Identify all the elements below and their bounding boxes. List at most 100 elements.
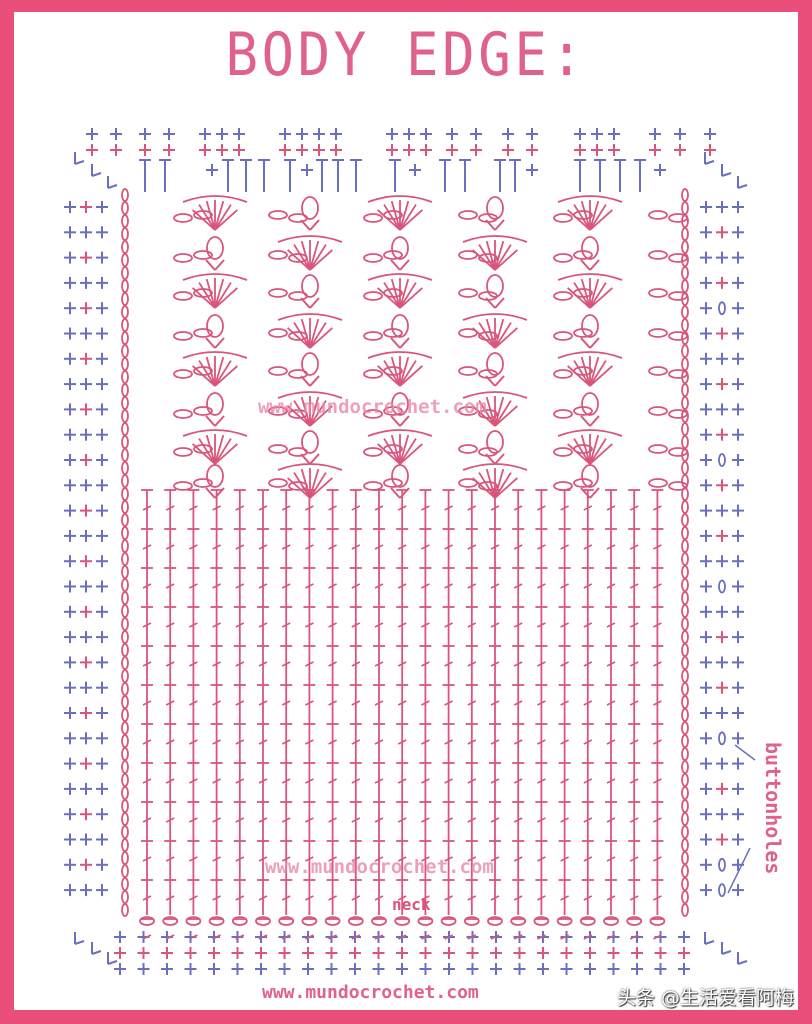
single-crochet-stitch xyxy=(301,164,313,176)
single-crochet-stitch xyxy=(96,555,108,568)
single-crochet-stitch xyxy=(199,128,211,140)
edge-chain xyxy=(121,539,129,553)
single-crochet-stitch xyxy=(678,963,690,975)
treble-stitch-bar xyxy=(374,700,384,706)
treble-stitch-bar xyxy=(629,817,639,823)
chain-stitch xyxy=(478,369,498,379)
single-crochet-stitch xyxy=(64,884,76,897)
chain-stitch xyxy=(363,291,383,301)
fan-stitch xyxy=(589,434,600,465)
single-crochet-stitch xyxy=(279,128,291,140)
treble-stitch-bar xyxy=(467,583,477,589)
fan-arc xyxy=(277,313,343,321)
fan-stitch xyxy=(580,200,591,231)
edge-chain xyxy=(121,474,129,488)
treble-stitch-bar xyxy=(444,895,453,901)
single-crochet-stitch xyxy=(396,963,408,975)
v-stitch xyxy=(589,487,600,499)
single-crochet-stitch xyxy=(700,529,712,542)
single-crochet-stitch xyxy=(446,128,458,140)
treble-stitch-bar xyxy=(513,934,523,940)
single-crochet-stitch xyxy=(96,454,108,466)
fan-stitch xyxy=(383,282,401,309)
edge-chain xyxy=(681,461,689,475)
picot-chain xyxy=(391,392,409,416)
single-crochet-stitch xyxy=(716,555,728,568)
single-crochet-stitch xyxy=(443,947,455,959)
fan-stitch xyxy=(293,244,311,271)
treble-stitch-bar xyxy=(583,817,593,823)
treble-stitch-bar xyxy=(142,544,152,550)
treble-stitch-bar xyxy=(328,700,337,706)
single-crochet-stitch xyxy=(96,656,108,669)
fan-stitch xyxy=(293,472,311,499)
single-crochet-stitch xyxy=(64,276,76,289)
edge-chain xyxy=(121,227,129,241)
treble-stitch-bar xyxy=(537,895,546,901)
foundation-chain xyxy=(533,916,550,926)
single-crochet-stitch xyxy=(716,428,728,441)
single-crochet-stitch xyxy=(64,504,76,517)
edge-chain xyxy=(681,188,689,202)
treble-stitch-bar xyxy=(513,856,523,862)
single-crochet-stitch xyxy=(96,327,108,340)
single-crochet-stitch xyxy=(716,226,728,239)
single-crochet-stitch xyxy=(674,128,686,140)
fan-stitch xyxy=(214,204,232,231)
treble-stitch-bar xyxy=(165,505,175,511)
v-stitch xyxy=(494,453,505,465)
treble-stitch-bar xyxy=(281,583,291,589)
fan-arc xyxy=(557,273,623,281)
single-crochet-stitch xyxy=(80,378,92,391)
single-crochet-stitch xyxy=(700,302,712,315)
edge-chain xyxy=(121,864,129,878)
treble-stitch-bar xyxy=(629,661,639,667)
edge-chain xyxy=(121,747,129,761)
treble-stitch-bar xyxy=(606,700,616,706)
edge-chain xyxy=(121,370,129,384)
single-crochet-stitch xyxy=(700,757,712,770)
single-crochet-stitch xyxy=(313,128,325,140)
single-crochet-stitch xyxy=(716,403,728,416)
treble-stitch-bar xyxy=(305,778,314,784)
watermark-middle: www.mundocrochet.com xyxy=(258,396,487,418)
treble-stitch-bar xyxy=(351,661,361,667)
picot-chain xyxy=(581,392,599,416)
chain-stitch xyxy=(363,213,383,223)
chain-stitch xyxy=(383,210,403,220)
treble-stitch-bar xyxy=(653,895,662,901)
chain-stitch xyxy=(383,288,403,298)
single-crochet-stitch xyxy=(700,707,712,719)
foundation-chain xyxy=(487,916,503,926)
single-crochet-stitch xyxy=(372,947,385,959)
single-crochet-stitch xyxy=(732,352,744,365)
edge-chain xyxy=(121,890,129,904)
chain-stitch xyxy=(648,478,668,488)
treble-stitch-bar xyxy=(421,622,430,628)
treble-stitch-bar xyxy=(374,739,384,745)
treble-stitch-bar xyxy=(397,661,407,667)
single-crochet-stitch xyxy=(607,947,620,959)
treble-stitch-bar xyxy=(142,661,152,667)
single-crochet-stitch xyxy=(96,529,108,542)
single-crochet-stitch xyxy=(64,403,76,416)
treble-stitch-bar xyxy=(258,856,268,862)
treble-stitch-bar xyxy=(583,778,593,784)
single-crochet-stitch xyxy=(490,947,502,959)
single-crochet-stitch xyxy=(678,947,690,959)
single-crochet-stitch xyxy=(560,947,573,959)
edge-chain xyxy=(681,565,689,579)
treble-stitch-bar xyxy=(397,934,407,940)
treble-stitch-bar xyxy=(328,583,337,589)
fan-stitch xyxy=(198,282,216,309)
chain-stitch xyxy=(193,288,213,298)
edge-chain xyxy=(121,617,129,631)
treble-stitch-bar xyxy=(397,856,407,862)
chain-stitch xyxy=(288,447,308,457)
single-crochet-stitch xyxy=(403,128,415,140)
treble-stitch-bar xyxy=(374,622,384,628)
single-crochet-stitch xyxy=(700,352,712,365)
edge-chain xyxy=(681,357,689,371)
chain-stitch xyxy=(288,213,308,223)
single-crochet-stitch xyxy=(278,963,291,975)
